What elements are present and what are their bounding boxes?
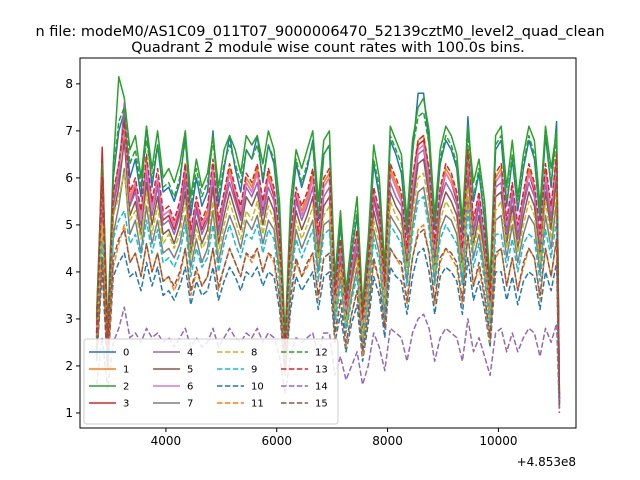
legend-frame: [83, 338, 339, 425]
figure-suptitle: n file: modeM0/AS1C09_011T07_9000006470_…: [35, 24, 604, 40]
series-line-2: [95, 76, 561, 395]
plot-frame: [79, 57, 577, 429]
series-line-6: [95, 125, 561, 399]
y-tick-label-5: 5: [65, 218, 73, 232]
y-tick-label-2: 2: [65, 359, 73, 373]
series-line-10: [95, 247, 561, 409]
x-tick-label-10000: 10000: [479, 434, 517, 448]
y-tick-label-4: 4: [65, 265, 73, 279]
x-tick-label-8000: 8000: [372, 434, 403, 448]
series-line-9: [95, 195, 561, 409]
legend-label-2: 2: [123, 382, 129, 393]
series-line-13: [95, 120, 561, 399]
legend-label-15: 15: [315, 399, 328, 410]
legend-label-6: 6: [187, 382, 193, 393]
x-tick-label-4000: 4000: [151, 434, 182, 448]
legend-label-14: 14: [315, 382, 328, 393]
legend-label-5: 5: [187, 365, 193, 376]
legend-label-7: 7: [187, 399, 193, 410]
x-tick-label-6000: 6000: [261, 434, 292, 448]
legend-label-9: 9: [251, 365, 257, 376]
series-line-5: [95, 139, 561, 404]
legend-label-1: 1: [123, 365, 129, 376]
chart-title: Quadrant 2 module wise count rates with …: [131, 40, 525, 56]
y-tick-label-7: 7: [65, 124, 73, 138]
legend-label-10: 10: [251, 382, 264, 393]
series-layer: [95, 76, 561, 414]
x-offset-text: +4.853e8: [517, 455, 576, 469]
legend-label-13: 13: [315, 365, 328, 376]
legend-label-0: 0: [123, 348, 129, 359]
series-line-11: [95, 224, 561, 409]
legend-label-3: 3: [123, 399, 129, 410]
y-tick-label-3: 3: [65, 312, 73, 326]
legend-label-4: 4: [187, 348, 193, 359]
legend-label-11: 11: [251, 399, 264, 410]
legend-label-8: 8: [251, 348, 257, 359]
series-line-8: [95, 172, 561, 404]
legend-label-12: 12: [315, 348, 328, 359]
y-tick-label-8: 8: [65, 77, 73, 91]
y-tick-label-6: 6: [65, 171, 73, 185]
series-line-12: [95, 106, 561, 395]
y-tick-label-1: 1: [65, 406, 73, 420]
